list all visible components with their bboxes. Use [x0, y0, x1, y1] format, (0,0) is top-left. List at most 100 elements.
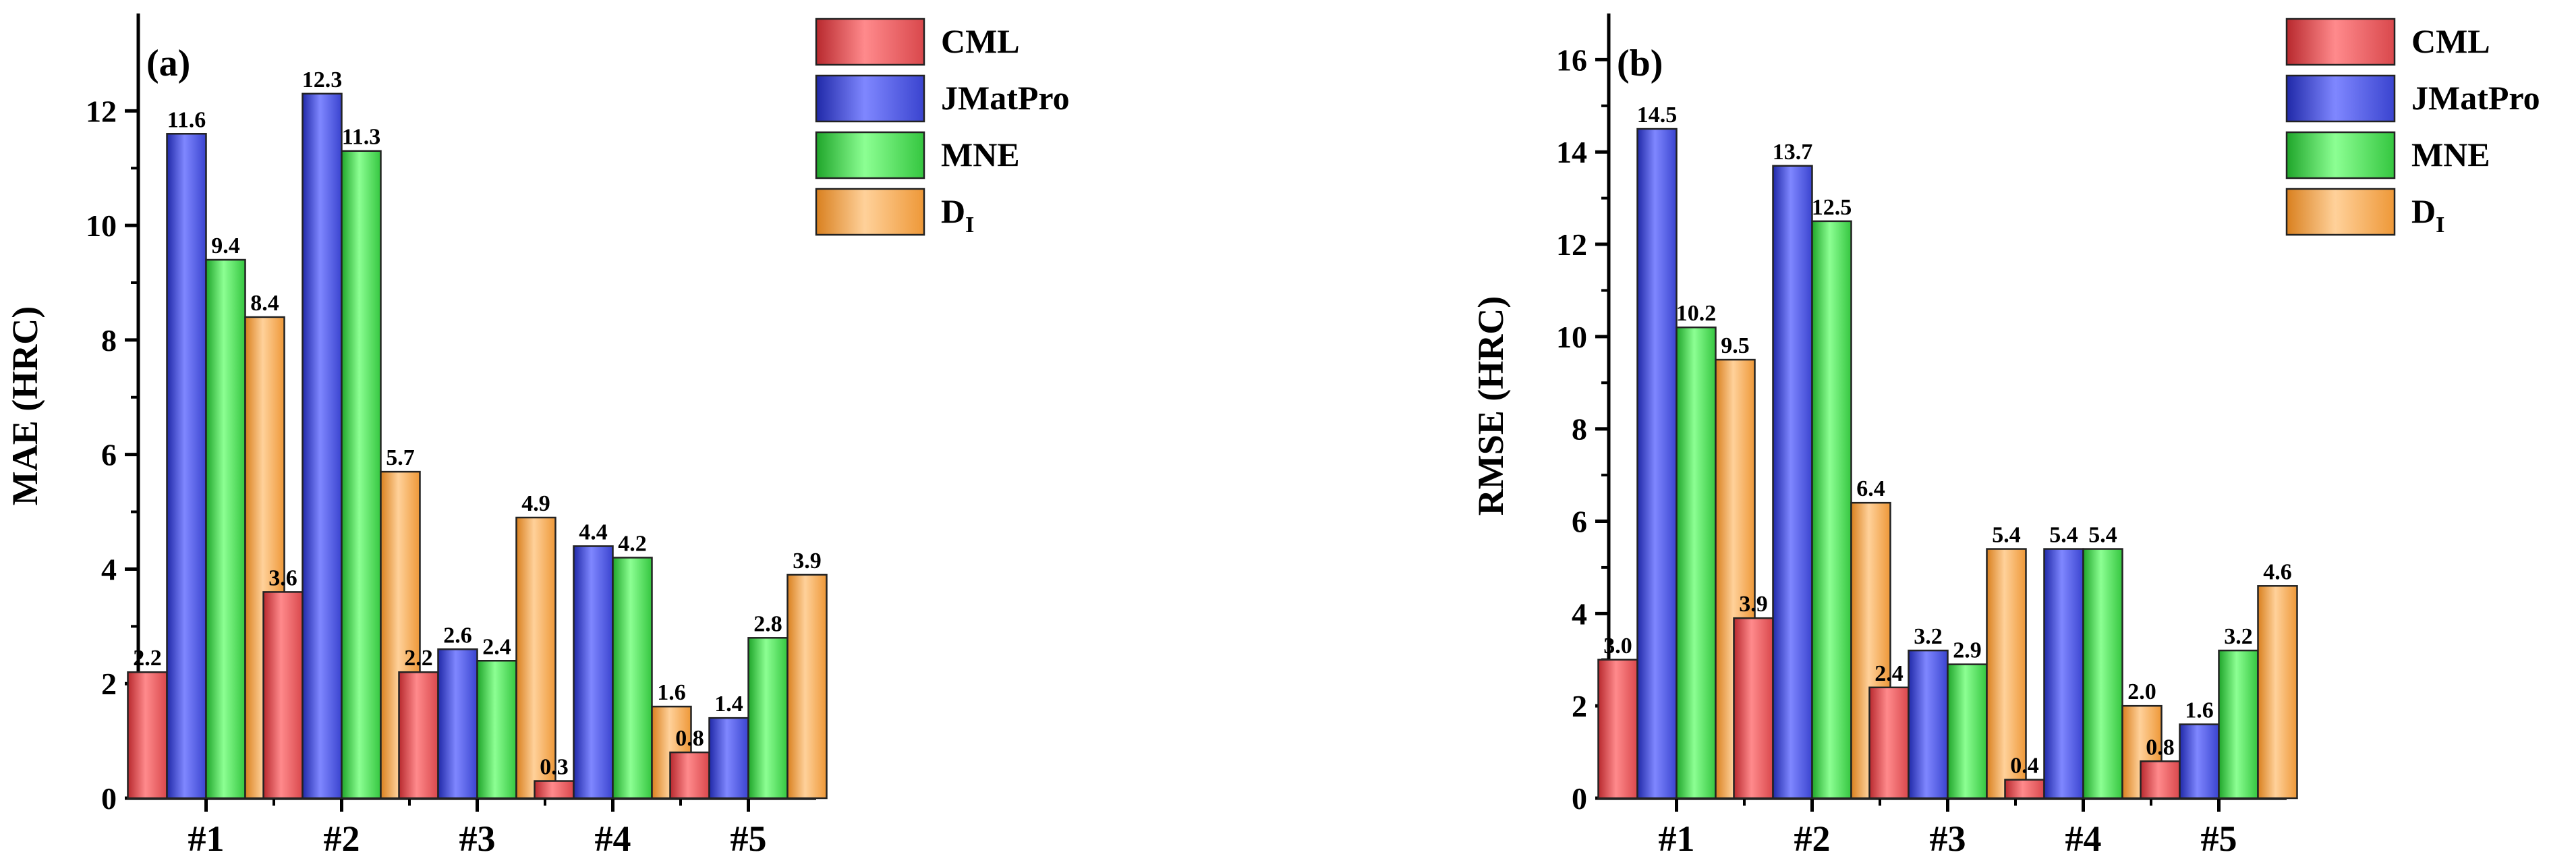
legend-label-text: JMatPro [2411, 79, 2540, 117]
y-tick-label: 0 [101, 781, 117, 816]
bar-cml-5 [669, 751, 710, 800]
bar-jmatpro-1 [1636, 128, 1678, 800]
bar-value-label: 12.5 [1812, 195, 1852, 220]
panel-label: (b) [1617, 43, 1663, 84]
y-tick-label: 2 [1572, 689, 1587, 723]
x-tick-label: #2 [1794, 818, 1831, 859]
y-tick-label: 10 [86, 208, 117, 243]
y-tick-label: 14 [1556, 135, 1587, 169]
y-tick-label: 12 [86, 94, 117, 128]
bar-di-3 [515, 516, 556, 800]
bar-value-label: 5.7 [386, 445, 415, 470]
bar-value-label: 2.2 [133, 646, 162, 671]
bar-jmatpro-2 [1772, 165, 1813, 800]
bar-value-label: 5.4 [2049, 523, 2078, 548]
bar-value-label: 11.3 [342, 125, 381, 150]
bar-value-label: 4.6 [2263, 559, 2292, 584]
bar-value-label: 2.4 [1874, 661, 1904, 686]
y-tick-label: 6 [1572, 505, 1587, 539]
bar-value-label: 4.4 [579, 520, 608, 544]
legend-label-text: CML [941, 22, 1020, 60]
bar-value-label: 4.2 [618, 531, 647, 556]
bar-di-5 [2257, 585, 2298, 800]
bar-mne-3 [1947, 663, 1988, 800]
y-tick-label: 16 [1556, 43, 1587, 77]
bar-value-label: 13.7 [1773, 140, 1813, 165]
legend: CML JMatPro MNE DI [815, 18, 1070, 237]
bar-cml-4 [534, 780, 575, 800]
bar-value-label: 0.8 [2146, 735, 2175, 760]
bar-mne-5 [2218, 649, 2259, 800]
bar-value-label: 12.3 [302, 67, 343, 92]
bar-value-label: 9.4 [211, 233, 240, 258]
bar-cml-2 [262, 591, 304, 800]
x-tick-label: #4 [2065, 818, 2102, 859]
legend-label-di: DI [941, 192, 974, 237]
bar-cml-1 [127, 671, 168, 800]
x-tick-label: #3 [1930, 818, 1966, 859]
y-tick-label: 8 [101, 323, 117, 358]
bar-mne-1 [205, 258, 246, 800]
bar-di-5 [786, 574, 828, 800]
legend-label-cml: CML [2411, 22, 2490, 60]
bar-jmatpro-4 [2043, 548, 2084, 800]
bar-mne-2 [1811, 220, 1852, 800]
bar-value-label: 9.5 [1721, 333, 1750, 358]
bar-cml-2 [1733, 617, 1774, 800]
x-tick-label: #1 [188, 818, 225, 859]
panel-label: (a) [146, 43, 190, 84]
bar-cml-3 [1868, 686, 1910, 800]
bar-value-label: 1.6 [657, 680, 686, 705]
y-tick-label: 0 [1572, 781, 1587, 816]
legend-label-subscript: I [2436, 213, 2444, 237]
legend-swatch-cml [815, 18, 925, 66]
legend-swatch-mne [815, 131, 925, 179]
bar-jmatpro-3 [437, 648, 478, 800]
legend-swatch-mne [2285, 131, 2396, 179]
bar-value-label: 1.6 [2185, 698, 2214, 723]
bar-mne-3 [476, 660, 517, 800]
bar-jmatpro-5 [708, 717, 749, 800]
legend: CML JMatPro MNE DI [2285, 18, 2540, 237]
x-tick-label: #5 [731, 818, 767, 859]
bar-value-label: 3.9 [1739, 592, 1768, 617]
legend-label-jmatpro: JMatPro [941, 79, 1070, 117]
y-tick-label: 6 [101, 438, 117, 472]
x-tick-label: #2 [324, 818, 360, 859]
legend-label-text: D [2411, 192, 2436, 230]
x-tick-label: #1 [1659, 818, 1695, 859]
legend-label-text: D [941, 192, 965, 230]
bar-value-label: 2.0 [2127, 679, 2156, 704]
legend-swatch-jmatpro [815, 74, 925, 123]
bar-mne-5 [747, 637, 789, 800]
y-tick-label: 12 [1556, 227, 1587, 262]
bar-value-label: 3.9 [793, 549, 822, 574]
y-tick-label: 8 [1572, 412, 1587, 447]
legend-label-text: CML [2411, 22, 2490, 60]
chart-panel-b: 0 2 4 6 8 10 12 14 16 #1 3.0 14.5 10.29.5 #2 3.9 13.7 12… [1470, 13, 2540, 859]
legend-label-jmatpro: JMatPro [2411, 79, 2540, 117]
legend-label-mne: MNE [2411, 136, 2490, 173]
legend-swatch-di [2285, 188, 2396, 236]
legend-label-mne: MNE [941, 136, 1020, 173]
bar-value-label: 2.8 [753, 611, 782, 636]
bar-value-label: 8.4 [250, 291, 279, 316]
chart-panel-a: 0 2 4 6 8 10 12 #1 2.2 11.6 9.4 8.4 #2 3.6 12.3 11.3 5.7… [5, 13, 1070, 859]
y-tick-label: 4 [1572, 596, 1587, 631]
y-axis-title: MAE (HRC) [5, 306, 45, 505]
bar-value-label: 0.4 [2010, 754, 2039, 779]
bar-jmatpro-5 [2179, 723, 2220, 800]
bar-cml-1 [1597, 659, 1638, 800]
bar-value-label: 6.4 [1856, 476, 1885, 501]
bar-cml-5 [2140, 760, 2181, 800]
bar-value-label: 0.3 [540, 755, 569, 780]
bar-jmatpro-2 [302, 92, 343, 800]
bar-value-label: 4.9 [521, 491, 550, 516]
bar-value-label: 3.2 [1914, 624, 1943, 649]
bar-value-label: 2.2 [404, 646, 433, 671]
bar-value-label: 5.4 [1992, 523, 2021, 548]
legend-label-subscript: I [965, 213, 974, 237]
bar-value-label: 3.2 [2224, 624, 2253, 649]
bar-value-label: 2.9 [1953, 638, 1982, 663]
